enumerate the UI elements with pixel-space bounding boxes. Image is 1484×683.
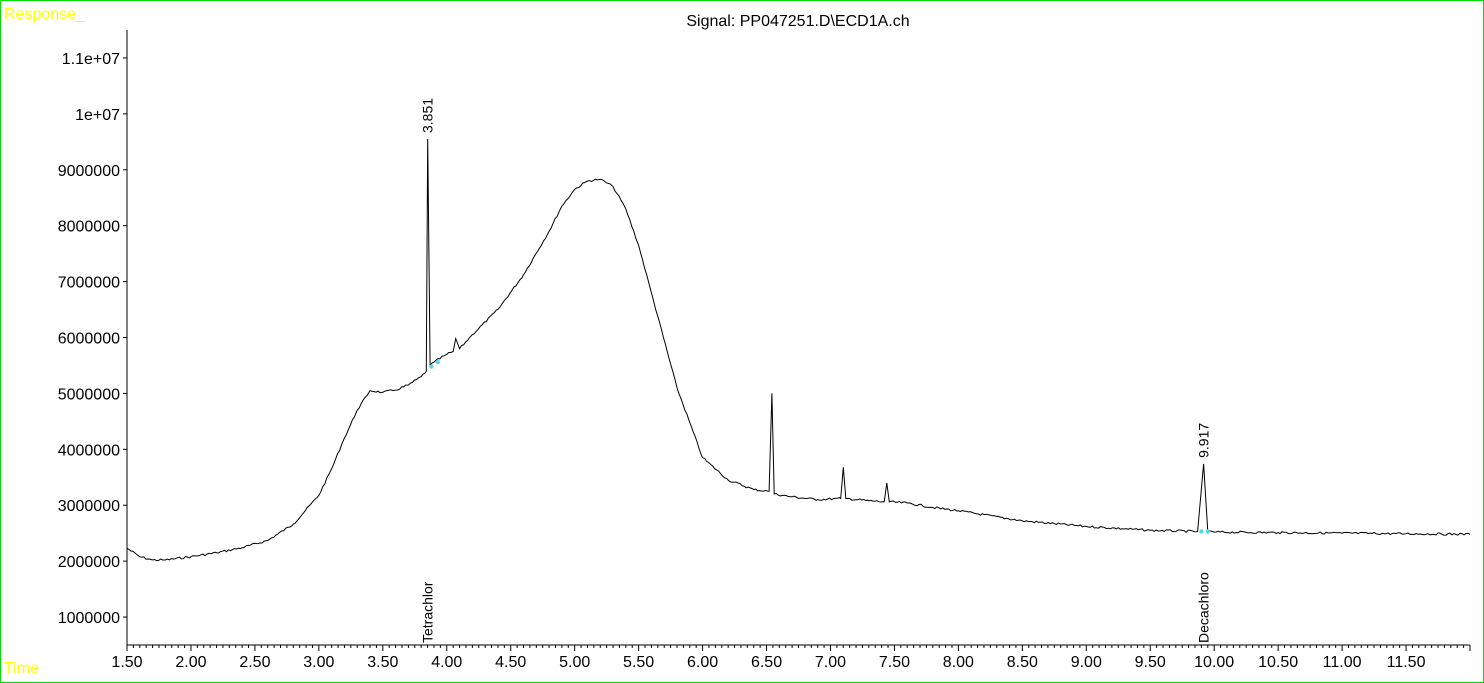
x-axis-title: Time [4, 660, 39, 677]
integration-mark [1199, 529, 1204, 534]
compound-label: Decachloro [1196, 572, 1212, 643]
x-tick-label: 8.00 [943, 654, 974, 671]
x-tick-label: 3.50 [367, 654, 398, 671]
y-tick-label: 1e+07 [75, 107, 120, 124]
integration-mark [435, 359, 441, 365]
integration-mark [429, 364, 434, 369]
peak-label: 9.917 [1196, 423, 1212, 458]
x-tick-label: 4.00 [431, 654, 462, 671]
x-tick-label: 9.50 [1135, 654, 1166, 671]
x-tick-label: 5.00 [559, 654, 590, 671]
y-tick-label: 8000000 [58, 219, 120, 236]
compound-label: Tetrachlor [420, 581, 436, 643]
y-axis-title: Response_ [4, 6, 85, 23]
x-tick-label: 4.50 [495, 654, 526, 671]
y-tick-label: 1000000 [58, 610, 120, 627]
x-tick-label: 1.50 [111, 654, 142, 671]
x-tick-label: 7.50 [879, 654, 910, 671]
y-tick-label: 1.1e+07 [62, 51, 120, 68]
x-tick-label: 5.50 [623, 654, 654, 671]
x-tick-label: 6.50 [751, 654, 782, 671]
y-tick-label: 3000000 [58, 498, 120, 515]
y-tick-label: 6000000 [58, 331, 120, 348]
x-tick-label: 10.00 [1194, 654, 1234, 671]
y-tick-label: 7000000 [58, 275, 120, 292]
x-tick-label: 2.50 [239, 654, 270, 671]
x-tick-label: 10.50 [1258, 654, 1298, 671]
x-tick-label: 8.50 [1007, 654, 1038, 671]
chart-title: Signal: PP047251.D\ECD1A.ch [686, 13, 910, 30]
x-tick-label: 9.00 [1071, 654, 1102, 671]
x-tick-label: 3.00 [303, 654, 334, 671]
x-tick-label: 11.50 [1387, 654, 1426, 671]
x-tick-label: 2.00 [175, 654, 206, 671]
x-tick-label: 7.00 [815, 654, 846, 671]
chromatogram-trace [126, 138, 1471, 562]
x-tick-label: 11.00 [1323, 654, 1362, 671]
y-tick-label: 9000000 [58, 163, 120, 180]
peak-label: 3.851 [420, 98, 436, 133]
y-tick-label: 5000000 [58, 386, 120, 403]
y-tick-label: 4000000 [58, 442, 120, 459]
y-tick-label: 2000000 [58, 554, 120, 571]
x-tick-label: 6.00 [687, 654, 718, 671]
integration-mark [1205, 529, 1210, 534]
